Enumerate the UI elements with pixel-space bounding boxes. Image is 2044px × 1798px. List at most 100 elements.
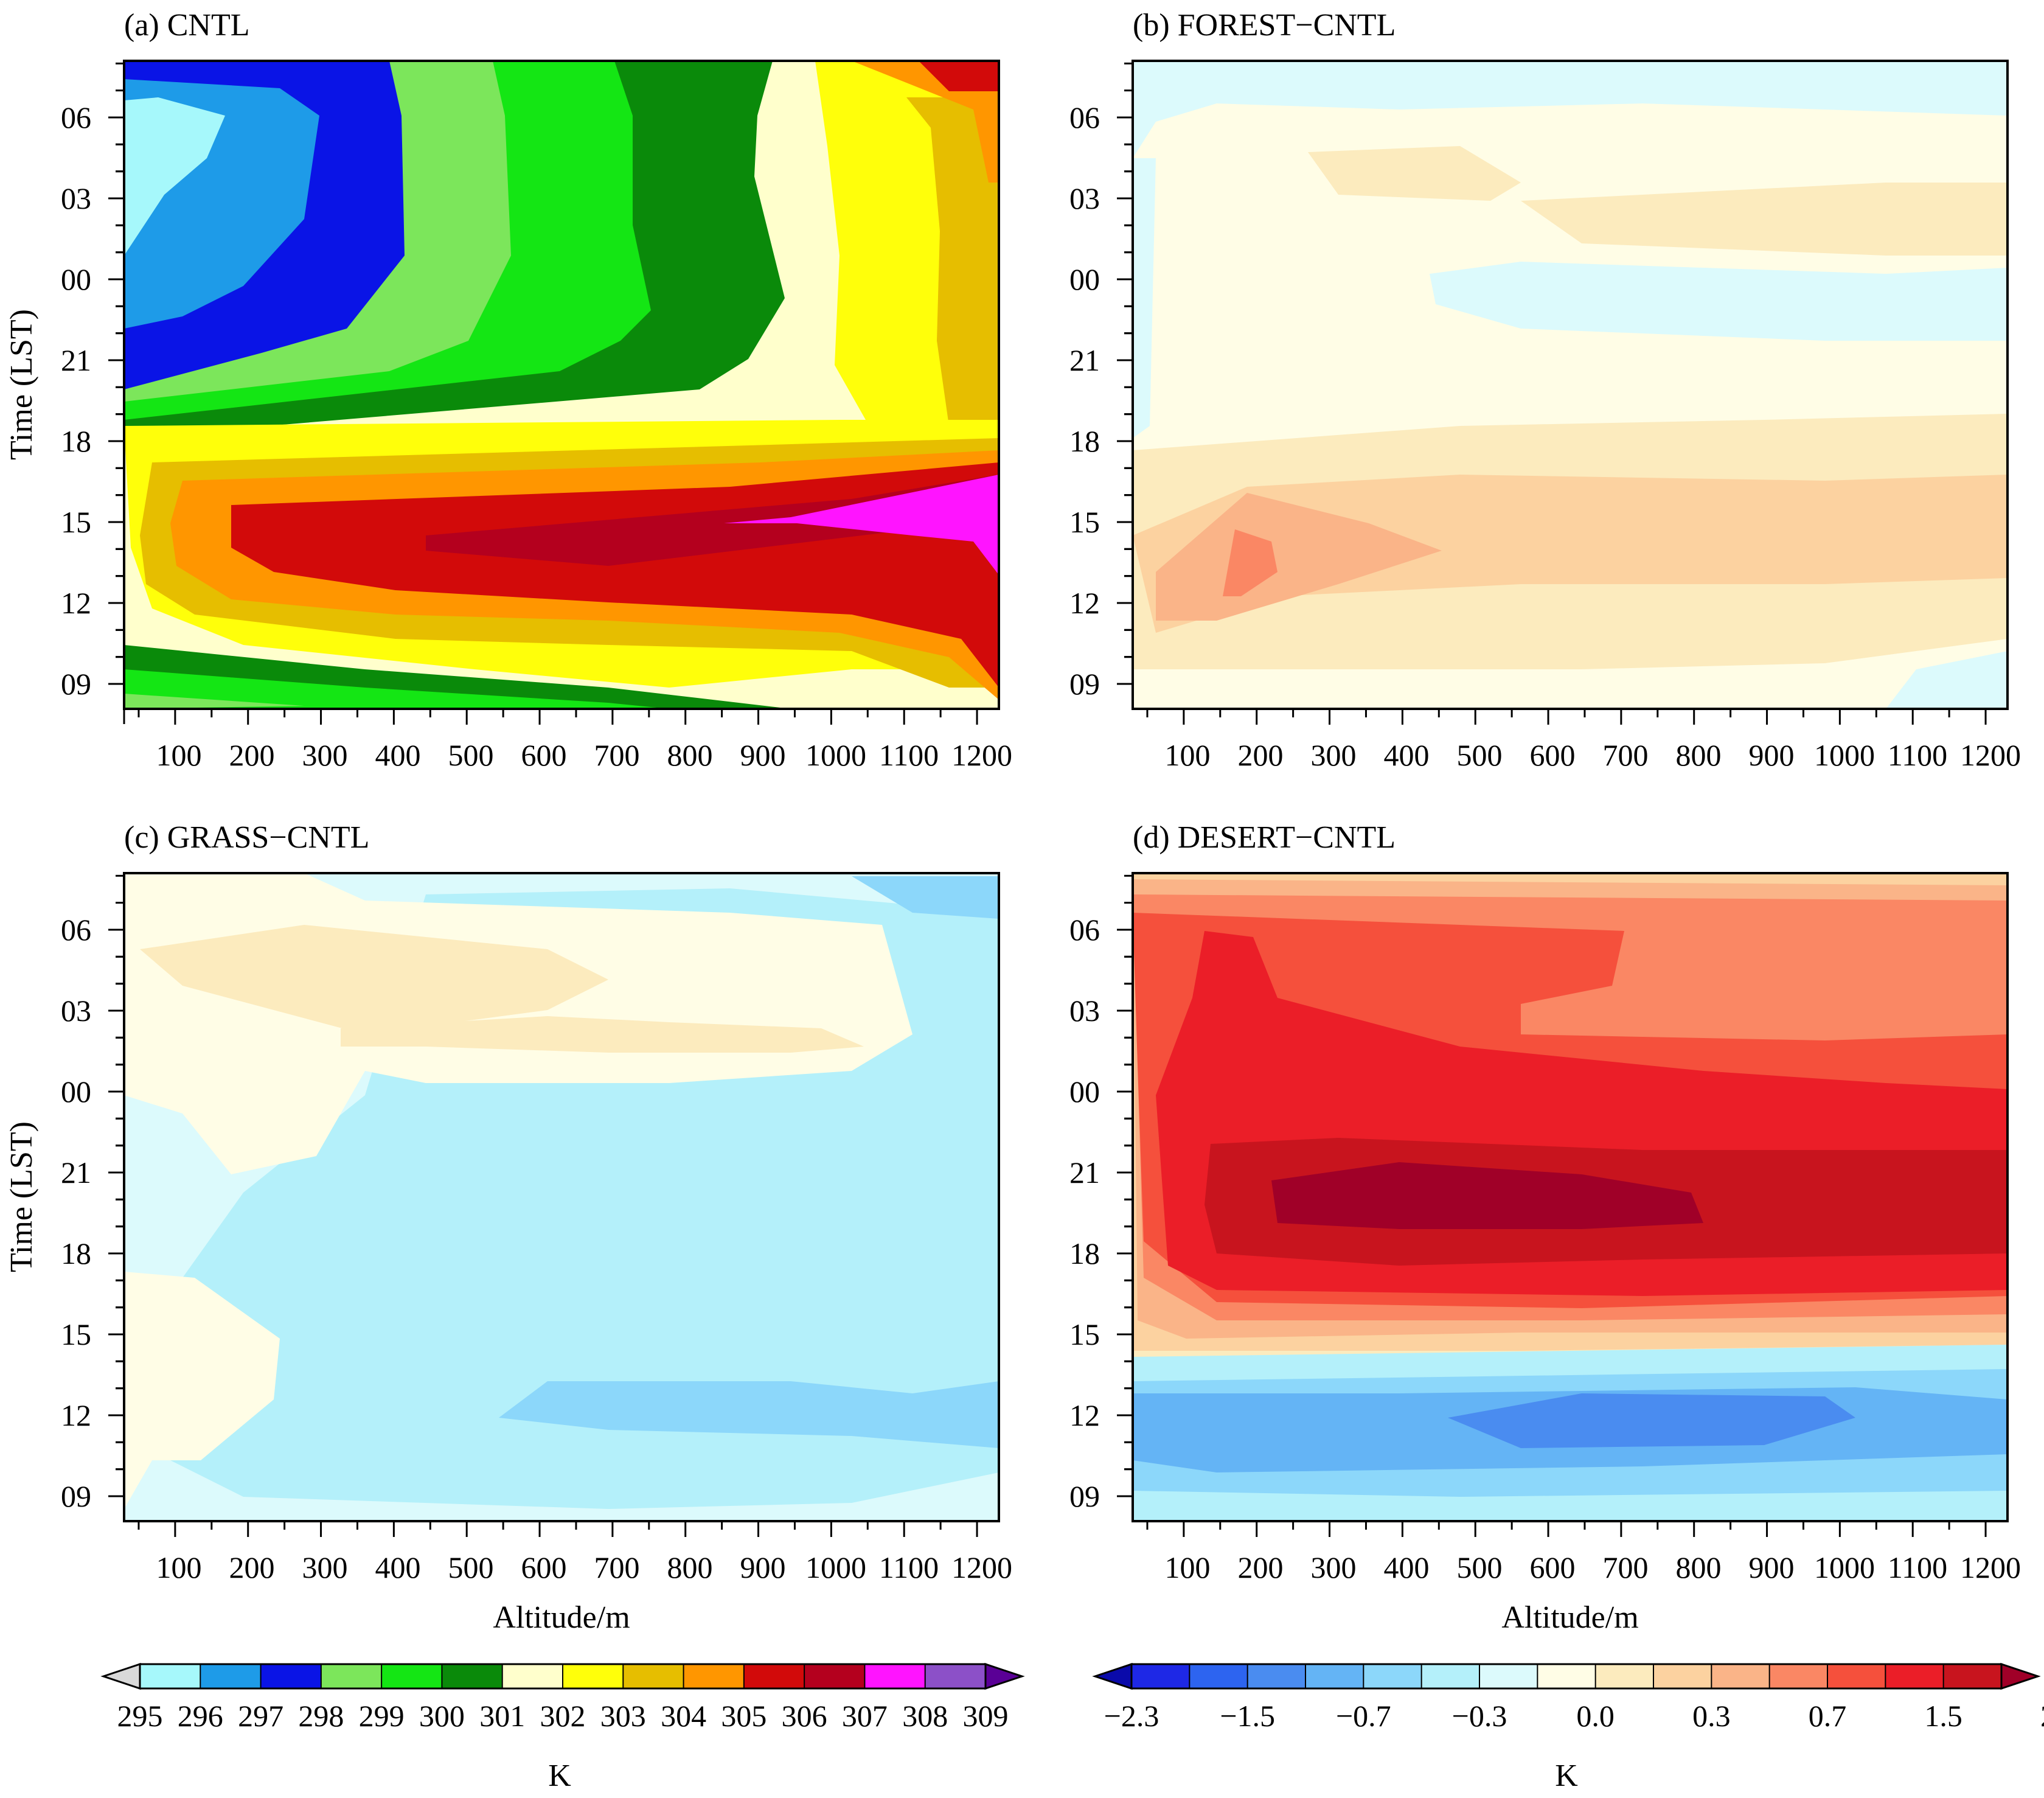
panel-b-xtick-9: 1000 [1814, 738, 1875, 772]
colorbar-label: −0.7 [1336, 1699, 1391, 1733]
panel-d-ytick-6: 12 [1069, 1398, 1100, 1432]
panel-c-ytick-2: 00 [61, 1075, 91, 1109]
panel-a-ytick-2: 00 [61, 262, 91, 296]
panel-c-ytick-4: 18 [61, 1236, 91, 1270]
colorbar-right: −2.3 −1.5 −0.7 −0.3 0.0 0.3 0.7 1.5 2.3 [1092, 1662, 2044, 1733]
panel-b-xtick-labels: 100 200 300 400 500 600 700 800 900 1000… [1165, 738, 2021, 772]
panel-c-ytick-6: 12 [61, 1398, 91, 1432]
contour-b-band-2.3 [1223, 529, 1278, 596]
colorbar-label: 299 [359, 1699, 405, 1733]
panel-a-xtick-6: 700 [594, 738, 640, 772]
panel-d-xtick-1: 200 [1238, 1550, 1284, 1584]
panel-d: (d) DESERT−CNTL 100 200 300 400 500 600 … [1069, 820, 2021, 1635]
panel-c-ylabel: Time (LST) [4, 1121, 39, 1272]
colorbar-right-unit: K [1555, 1758, 1578, 1793]
colorbar-label: 300 [419, 1699, 465, 1733]
colorbar-swatch [1189, 1664, 1248, 1688]
panel-c-ytick-labels: 06 03 00 21 18 15 12 09 [61, 913, 91, 1513]
colorbar-triangle-high [984, 1662, 1025, 1690]
panel-d-title: (d) DESERT−CNTL [1133, 820, 1396, 855]
panel-b-xtick-8: 900 [1749, 738, 1795, 772]
colorbar-left-unit: K [548, 1758, 571, 1793]
panel-a-ytick-3: 21 [61, 343, 91, 377]
panel-b-xtick-2: 300 [1311, 738, 1357, 772]
panel-c-xtick-3: 400 [375, 1550, 421, 1584]
contour-b-band-neg-left [1133, 158, 1156, 438]
panel-d-xtick-5: 600 [1530, 1550, 1576, 1584]
contour-a-band-295-night [124, 97, 225, 256]
colorbar-label: 301 [479, 1699, 525, 1733]
colorbar-swatch [1247, 1664, 1306, 1688]
panel-c-xtick-2: 300 [302, 1550, 348, 1584]
panel-a-contours [124, 61, 999, 709]
contour-b-band-neg-top [1133, 61, 2007, 158]
colorbar-swatch [1305, 1664, 1364, 1688]
colorbar-label: 307 [842, 1699, 888, 1733]
colorbar-swatch [1827, 1664, 1886, 1688]
contour-c-band-neg-top [852, 876, 999, 919]
colorbar-label: −0.3 [1452, 1699, 1507, 1733]
panel-d-ytick-5: 15 [1069, 1317, 1100, 1351]
panel-c-xtick-0: 100 [156, 1550, 202, 1584]
colorbar-swatch [1537, 1664, 1596, 1688]
contour-a-band-306-day [426, 475, 999, 572]
panel-a-xtick-4: 500 [448, 738, 494, 772]
panel-a-xtick-1: 200 [229, 738, 275, 772]
colorbar-swatch [1479, 1664, 1538, 1688]
panel-a-xtick-7: 800 [667, 738, 713, 772]
panel-c-xtick-4: 500 [448, 1550, 494, 1584]
panel-d-xlabel: Altitude/m [1501, 1600, 1638, 1635]
panel-a-xtick-10: 1100 [879, 738, 939, 772]
panel-c-xtick-8: 900 [740, 1550, 786, 1584]
panel-a-title: (a) CNTL [124, 8, 249, 43]
panel-c-xtick-9: 1000 [805, 1550, 866, 1584]
colorbar-label: −2.3 [1104, 1699, 1159, 1733]
panel-d-xtick-3: 400 [1384, 1550, 1430, 1584]
colorbar-label: 304 [661, 1699, 706, 1733]
colorbar-swatch [1711, 1664, 1770, 1688]
panel-b-xtick-5: 600 [1530, 738, 1576, 772]
panel-b-ytick-0: 06 [1069, 100, 1100, 134]
colorbar-label: 296 [178, 1699, 223, 1733]
panel-d-ytick-labels: 06 03 00 21 18 15 12 09 [1069, 913, 1100, 1513]
panel-b-xtick-1: 200 [1238, 738, 1284, 772]
colorbar-swatch [140, 1664, 201, 1688]
panel-d-xtick-0: 100 [1165, 1550, 1211, 1584]
panel-a-xtick-8: 900 [740, 738, 786, 772]
colorbar-label: 309 [963, 1699, 1009, 1733]
colorbar-label: −1.5 [1220, 1699, 1275, 1733]
colorbar-label: 306 [782, 1699, 827, 1733]
colorbar-swatch [864, 1664, 926, 1688]
panel-c-ytick-3: 21 [61, 1155, 91, 1190]
panel-d-xtick-9: 1000 [1814, 1550, 1875, 1584]
panel-c-xtick-1: 200 [229, 1550, 275, 1584]
contour-c-band-neg-mid [499, 1381, 999, 1448]
panel-b-xtick-6: 700 [1603, 738, 1649, 772]
panel-a-xtick-3: 400 [375, 738, 421, 772]
colorbar-label: 1.5 [1924, 1699, 1962, 1733]
colorbar-triangle-low [1092, 1662, 1133, 1690]
colorbar-swatch [1885, 1664, 1944, 1688]
contour-b-band-neg-br [1886, 651, 2007, 709]
panel-b-xtick-4: 500 [1457, 738, 1503, 772]
colorbar-swatch [200, 1664, 262, 1688]
colorbar-swatch [1769, 1664, 1828, 1688]
panel-a-ytick-7: 09 [61, 667, 91, 701]
panel-a: (a) CNTL 100 [4, 8, 1012, 772]
panel-d-xtick-10: 1100 [1888, 1550, 1947, 1584]
panel-d-xtick-8: 900 [1749, 1550, 1795, 1584]
contour-d-band-neg-stronger [1448, 1393, 1855, 1448]
panel-c-xtick-5: 600 [521, 1550, 567, 1584]
contour-a-band-307-day [724, 475, 999, 575]
panel-b-contours [1133, 61, 2007, 709]
colorbar-swatch [804, 1664, 865, 1688]
colorbar-swatch [743, 1664, 805, 1688]
contour-a-band-299-morning [124, 669, 669, 709]
colorbar-label: 297 [238, 1699, 283, 1733]
panel-a-ytick-5: 15 [61, 505, 91, 539]
colorbar-swatch [260, 1664, 322, 1688]
panel-b-ytick-2: 00 [1069, 262, 1100, 296]
panel-b-ytick-4: 18 [1069, 424, 1100, 458]
colorbar-swatch [321, 1664, 382, 1688]
panel-b-ytick-7: 09 [1069, 667, 1100, 701]
